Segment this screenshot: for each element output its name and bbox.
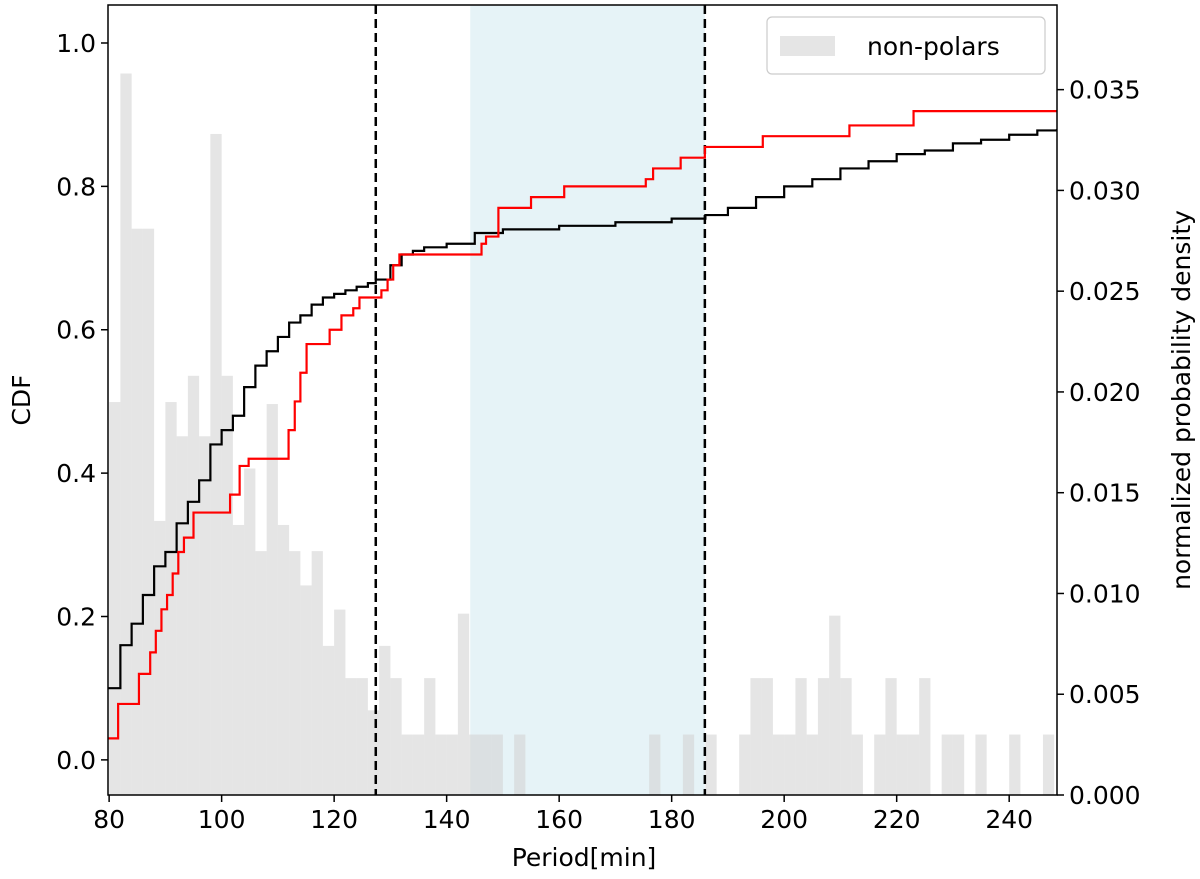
y2-tick-label: 0.025 (1069, 277, 1141, 306)
histogram-bar (435, 734, 447, 795)
histogram-bar (367, 710, 380, 795)
histogram-bar (345, 678, 357, 795)
histogram-bar (874, 734, 886, 795)
histogram-bar (232, 524, 245, 795)
histogram-bar (221, 375, 233, 795)
histogram-bar (469, 734, 481, 795)
histogram-bar (851, 734, 863, 795)
histogram-bar (896, 734, 908, 795)
histogram-bar (817, 678, 830, 795)
histogram-bar (840, 678, 852, 795)
y2-tick-label: 0.005 (1069, 680, 1141, 709)
histogram-bar (210, 133, 222, 795)
x-tick-label: 240 (985, 805, 1033, 834)
x-axis-label: Period[min] (512, 843, 657, 872)
histogram-bar (761, 678, 773, 795)
y2-tick-label: 0.010 (1069, 579, 1141, 608)
x-tick-label: 100 (198, 805, 246, 834)
y-tick-label: 0.8 (56, 172, 96, 201)
histogram-bar (705, 734, 717, 795)
histogram-bar (750, 678, 762, 795)
y-tick-label: 0.4 (56, 459, 96, 488)
legend-box (766, 16, 1046, 75)
histogram-bar (682, 734, 695, 795)
histogram-bar (1042, 734, 1055, 795)
histogram-bar (480, 734, 492, 795)
histogram-bar (109, 402, 121, 795)
y2-tick-label: 0.000 (1069, 781, 1141, 810)
y-tick-label: 0.2 (56, 602, 96, 631)
plot-area (108, 5, 1057, 795)
histogram-bar (1009, 734, 1021, 795)
histogram-bar (975, 734, 987, 795)
cdf-line (108, 129, 1057, 690)
histogram-bar (165, 402, 177, 795)
histogram-bar (322, 645, 335, 795)
histogram-bar (311, 551, 323, 795)
y2-tick-label: 0.015 (1069, 479, 1141, 508)
histogram-bar (919, 678, 931, 795)
histogram-bar (739, 734, 751, 795)
histogram-bar (829, 615, 841, 795)
histogram-bar (154, 520, 166, 795)
histogram-bar (300, 585, 312, 795)
histogram-bar (176, 436, 188, 795)
legend: non-polars (766, 16, 1046, 75)
x-tick-label: 220 (873, 805, 921, 834)
histogram-bar (412, 734, 425, 795)
x-tick-label: 120 (310, 805, 358, 834)
y2-axis-label: normalized probability density (1167, 210, 1196, 590)
histogram-bar (885, 678, 897, 795)
legend-swatch (780, 36, 835, 56)
shaded-span (470, 5, 705, 795)
histogram-bar (289, 551, 301, 795)
histogram-bar (457, 613, 470, 795)
histogram-bar (795, 678, 807, 795)
x-tick-label: 200 (760, 805, 808, 834)
x-tick-label: 180 (648, 805, 696, 834)
histogram-bar (244, 468, 256, 795)
histogram-bar (390, 678, 402, 795)
histogram-bar (784, 734, 796, 795)
histogram-bar (941, 734, 953, 795)
histogram-bar (187, 375, 200, 795)
histogram-bar (120, 73, 132, 795)
histogram-bar (514, 734, 526, 795)
histogram-bar (772, 734, 785, 795)
histogram-bar (199, 436, 211, 795)
legend-label: non-polars (867, 32, 1000, 61)
histogram-bar (356, 678, 368, 795)
histogram-bar (255, 551, 267, 795)
histogram-bar (649, 734, 661, 795)
y2-tick-label: 0.035 (1069, 76, 1141, 105)
histogram-bar (277, 524, 290, 795)
x-tick-label: 160 (535, 805, 583, 834)
histogram-bar (446, 734, 458, 795)
histogram-bar (334, 609, 346, 795)
y2-tick-label: 0.020 (1069, 378, 1141, 407)
histogram-bar (907, 734, 920, 795)
histogram-bar (266, 404, 278, 795)
histogram-bar (491, 734, 503, 795)
y-tick-label: 0.6 (56, 316, 96, 345)
y-axis-label: CDF (7, 374, 36, 425)
histogram-bar (806, 734, 818, 795)
histogram-bar (131, 228, 143, 795)
histogram-bar (952, 734, 965, 795)
cdf-line (108, 109, 1057, 740)
y-tick-label: 1.0 (56, 29, 96, 58)
y2-tick-label: 0.030 (1069, 176, 1141, 205)
histogram-bar (379, 645, 391, 795)
histogram-bar (401, 734, 413, 795)
x-tick-label: 140 (423, 805, 471, 834)
y-tick-label: 0.0 (56, 746, 96, 775)
plot-frame (107, 4, 1058, 796)
histogram-bar (424, 678, 436, 795)
x-tick-label: 80 (93, 805, 125, 834)
histogram-bar (142, 228, 155, 795)
